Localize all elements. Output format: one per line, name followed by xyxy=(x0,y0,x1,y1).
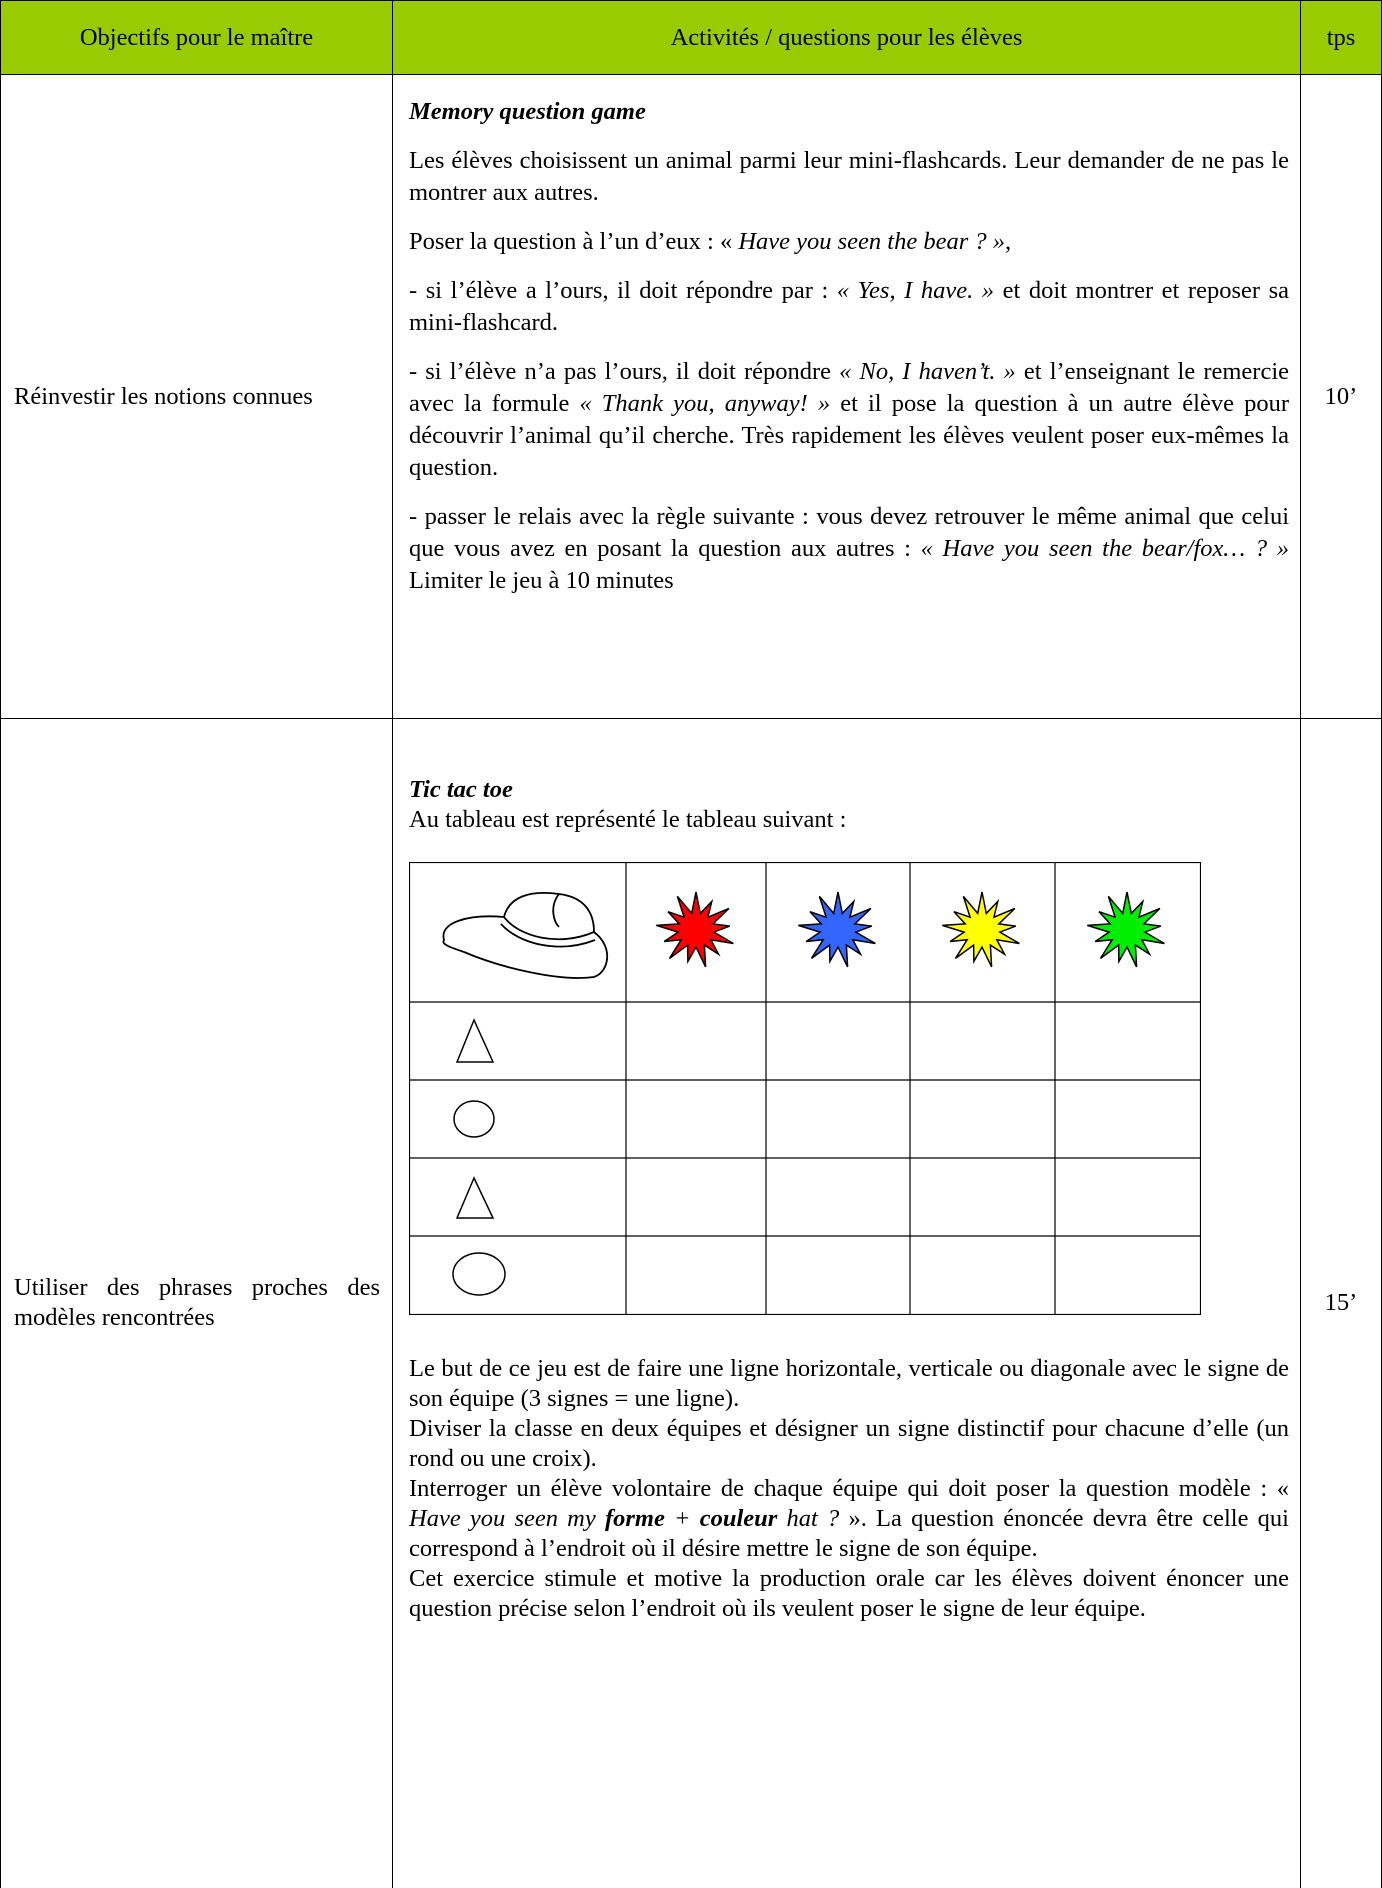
border xyxy=(1300,0,1301,1888)
activity-cell: Le but de ce jeu est de faire une ligne … xyxy=(409,1354,1289,1624)
objective: Réinvestir les notions connues xyxy=(14,382,313,410)
text: Limiter le jeu à 10 minutes xyxy=(409,567,674,594)
paragraph: Interroger un élève volontaire de chaque… xyxy=(409,1474,1289,1564)
paragraph: - si l’élève a l’ours, il doit répondre … xyxy=(409,275,1289,339)
border xyxy=(0,0,1,1888)
text: Poser la question à l’un d’eux : « xyxy=(409,228,739,255)
hat-icon xyxy=(442,892,609,979)
paragraph: Cet exercice stimule et motive la produc… xyxy=(409,1564,1289,1624)
objective-cell: Réinvestir les notions connues xyxy=(14,75,380,718)
header-cell: Activités / questions pour les élèves xyxy=(392,0,1301,75)
quote: hat ? xyxy=(777,1505,840,1532)
quote: « No, I haven’t. » xyxy=(839,358,1016,385)
text: et doit montrer et reposer sa mini-flash… xyxy=(409,277,1289,336)
paragraph: Diviser la classe en deux équipes et dés… xyxy=(409,1414,1289,1474)
star-icon xyxy=(656,891,734,968)
text: Diviser la classe en deux équipes et dés… xyxy=(409,1415,1289,1472)
paragraph: - passer le relais avec la règle suivant… xyxy=(409,501,1289,597)
paragraph: Au tableau est représenté le tableau sui… xyxy=(409,806,847,833)
header-text: Activités / questions pour les élèves xyxy=(670,23,1023,51)
header-cell: tps xyxy=(1300,0,1382,75)
text: Cet exercice stimule et motive la produc… xyxy=(409,1565,1289,1622)
star-icon xyxy=(1087,891,1165,968)
quote: Have you seen my xyxy=(409,1505,605,1532)
border xyxy=(392,0,393,1888)
star-icon xyxy=(942,891,1020,968)
paragraph: Les élèves choisissent un animal parmi l… xyxy=(409,145,1289,209)
quote: « Thank you, anyway! » xyxy=(579,390,831,417)
emphasis: couleur xyxy=(699,1505,778,1532)
activity-cell: Memory question game Les élèves choisiss… xyxy=(409,96,1289,614)
objective-cell: Utiliser des phrases proches des modèles… xyxy=(14,718,380,1888)
quote: Have you seen the bear ? » xyxy=(738,228,1006,255)
text: et l’enseignant le remercie avec la form… xyxy=(409,358,1289,417)
quote: « Have you seen the bear/fox… ? » xyxy=(920,535,1289,562)
shape-icons xyxy=(452,1018,506,1296)
paragraph: - si l’élève n’a pas l’ours, il doit rép… xyxy=(409,356,1289,484)
activity-cell: Tic tac toe Au tableau est représenté le… xyxy=(409,775,1289,835)
emphasis: forme xyxy=(604,1505,665,1532)
header-text: Objectifs pour le maître xyxy=(79,23,314,51)
text: - si l’élève a l’ours, il doit répondre … xyxy=(409,277,837,304)
text: et il pose la question à un autre élève … xyxy=(409,390,1290,481)
star-icon xyxy=(798,891,876,968)
objective: Utiliser des phrases proches des modèles… xyxy=(14,1274,380,1331)
activity-title: Memory question game xyxy=(409,98,646,125)
text: - si l’élève n’a pas l’ours, il doit rép… xyxy=(409,358,840,385)
quote: + xyxy=(664,1505,700,1532)
time: 10’ xyxy=(1324,382,1358,410)
header-cell: Objectifs pour le maître xyxy=(0,0,393,75)
header-text: tps xyxy=(1326,23,1356,51)
paragraph: Poser la question à l’un d’eux : « Have … xyxy=(409,226,1289,258)
time: 15’ xyxy=(1324,1289,1358,1316)
time-cell: 10’ xyxy=(1300,75,1382,718)
tic-tac-toe-grid xyxy=(409,862,1201,1315)
quote: « Yes, I have. » xyxy=(836,277,995,304)
grid-lines xyxy=(409,862,1201,1315)
border xyxy=(0,718,1382,719)
time-cell: 15’ xyxy=(1300,718,1382,1888)
paragraph: Le but de ce jeu est de faire une ligne … xyxy=(409,1354,1289,1414)
text: Le but de ce jeu est de faire une ligne … xyxy=(409,1355,1289,1412)
text: - passer le relais avec la règle suivant… xyxy=(409,503,1289,562)
text: , xyxy=(1005,228,1012,255)
activity-title: Tic tac toe xyxy=(409,776,513,803)
text: Les élèves choisissent un animal parmi l… xyxy=(409,147,1289,206)
text: Interroger un élève volontaire de chaque… xyxy=(409,1475,1289,1502)
text: ». La question énoncée devra être celle … xyxy=(409,1505,1289,1562)
